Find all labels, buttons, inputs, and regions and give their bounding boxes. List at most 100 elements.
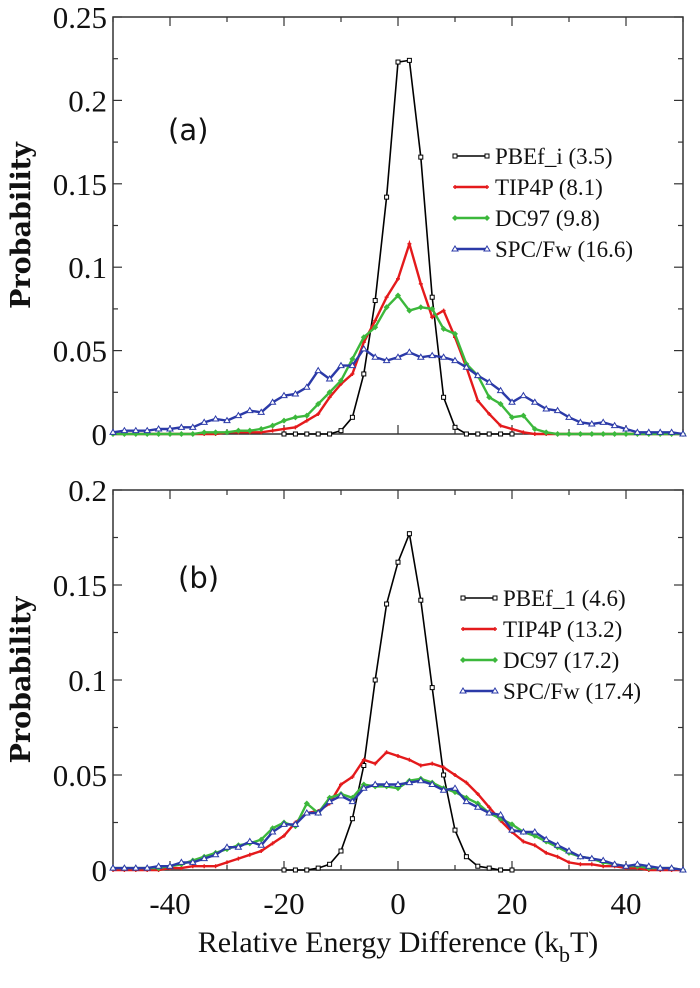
y-tick-label: 0.15: [53, 568, 107, 603]
data-point: [327, 431, 333, 437]
legend-entry: SPC/Fw (16.6): [451, 237, 633, 262]
y-axis-title: Probability: [6, 141, 37, 309]
y-tick-label: 0.1: [68, 663, 107, 698]
data-point: [236, 856, 241, 861]
data-point: [452, 153, 458, 159]
data-point: [280, 820, 288, 827]
data-point: [270, 841, 275, 846]
series-line: [112, 347, 684, 436]
data-point: [473, 803, 482, 810]
data-point: [417, 304, 424, 311]
data-point: [418, 281, 423, 286]
series-tip4p: [111, 750, 685, 872]
data-point: [166, 862, 174, 869]
data-point: [178, 431, 185, 437]
data-point: [211, 850, 220, 858]
data-point: [453, 185, 457, 189]
data-point: [493, 627, 497, 631]
data-point: [154, 862, 163, 869]
data-point: [348, 361, 357, 369]
series-dc97: [110, 775, 686, 873]
data-point: [497, 400, 504, 407]
y-tick-label: 0: [92, 417, 108, 452]
data-point: [461, 627, 465, 631]
data-point: [496, 386, 505, 394]
data-point: [166, 425, 174, 432]
data-point: [530, 828, 539, 835]
x-tick-label: 0: [390, 886, 406, 921]
data-point: [520, 412, 527, 419]
data-point: [622, 862, 630, 869]
data-point: [245, 837, 254, 844]
data-point: [679, 430, 687, 437]
data-point: [395, 559, 401, 565]
data-point: [576, 418, 585, 425]
data-point: [656, 428, 665, 435]
x-axis-title: Relative Energy Difference (kbT): [198, 926, 599, 967]
data-point: [486, 394, 493, 401]
data-point: [372, 677, 378, 683]
data-point: [155, 431, 162, 437]
data-point: [484, 153, 490, 159]
data-point: [350, 371, 355, 376]
data-point: [315, 865, 321, 871]
data-point: [234, 411, 243, 419]
data-point: [396, 276, 400, 281]
data-point: [326, 389, 333, 396]
data-point: [303, 412, 310, 419]
data-point: [293, 425, 298, 430]
data-point: [224, 429, 230, 436]
data-point: [384, 601, 390, 607]
data-point: [577, 431, 584, 437]
data-point: [600, 431, 607, 437]
x-tick-label: -40: [149, 886, 190, 921]
x-axis-title-tail: T): [570, 926, 598, 959]
data-point: [280, 391, 288, 399]
data-point: [599, 418, 608, 425]
legend-entry: TIP4P (13.2): [461, 617, 622, 642]
data-point: [462, 363, 471, 370]
data-point: [463, 854, 469, 860]
data-point: [270, 428, 275, 433]
data-point: [530, 398, 539, 405]
data-point: [384, 750, 389, 755]
legend-label: DC97 (9.8): [495, 206, 600, 231]
data-point: [553, 406, 562, 414]
data-point: [371, 780, 380, 787]
data-point: [418, 597, 424, 603]
data-point: [484, 215, 490, 221]
legend-label: SPC/Fw (17.4): [503, 679, 641, 704]
data-point: [359, 344, 368, 352]
data-point: [304, 431, 310, 437]
series-dc97: [110, 292, 686, 437]
data-point: [544, 850, 549, 855]
data-point: [396, 754, 400, 758]
data-point: [257, 841, 266, 848]
data-point: [143, 426, 152, 434]
data-point: [418, 763, 423, 768]
data-point: [622, 425, 630, 432]
data-point: [338, 848, 344, 854]
data-point: [496, 810, 505, 818]
data-point: [314, 809, 323, 816]
data-point: [463, 431, 469, 437]
data-point: [587, 420, 596, 427]
data-point: [567, 860, 571, 865]
series-line: [113, 239, 683, 436]
data-point: [589, 862, 594, 867]
data-point: [382, 356, 391, 364]
data-point: [565, 847, 573, 854]
data-point: [452, 827, 458, 833]
data-point: [281, 867, 287, 873]
series-line: [113, 777, 684, 872]
data-point: [188, 423, 197, 430]
data-point: [268, 828, 277, 835]
data-point: [384, 295, 389, 300]
data-point: [418, 154, 424, 160]
data-point: [486, 431, 492, 437]
data-point: [315, 400, 322, 407]
legend-entry: TIP4P (8.1): [453, 175, 603, 200]
data-point: [349, 414, 355, 420]
data-point: [554, 431, 561, 437]
